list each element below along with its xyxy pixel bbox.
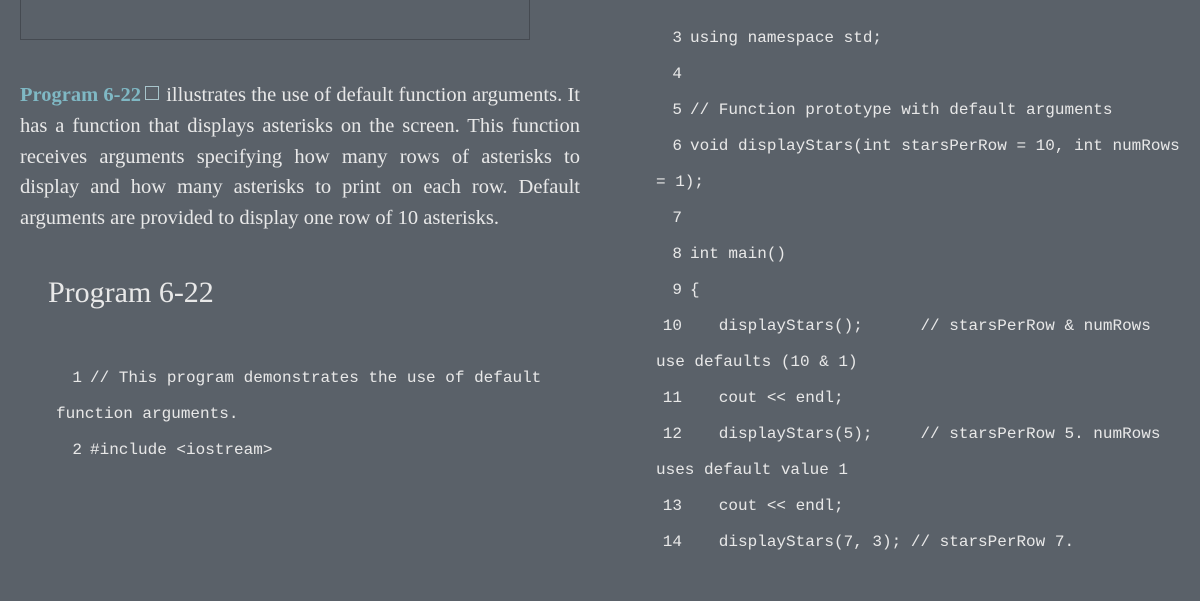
code-line: 3 using namespace std; bbox=[656, 20, 1180, 56]
line-number: 3 bbox=[656, 20, 682, 56]
code-text: displayStars(); // starsPerRow & numRows… bbox=[656, 317, 1160, 371]
line-number: 11 bbox=[656, 380, 682, 416]
code-line: 13 cout << endl; bbox=[656, 488, 1180, 524]
chapter-link-icon[interactable] bbox=[145, 86, 159, 100]
code-block-left: 1// This program demonstrates the use of… bbox=[20, 360, 580, 468]
line-number: 12 bbox=[656, 416, 682, 452]
code-text: cout << endl; bbox=[690, 497, 844, 515]
code-line: 12 displayStars(5); // starsPerRow 5. nu… bbox=[656, 416, 1180, 488]
line-number: 10 bbox=[656, 308, 682, 344]
code-text: // Function prototype with default argum… bbox=[690, 101, 1112, 119]
code-text: void displayStars(int starsPerRow = 10, … bbox=[656, 137, 1189, 191]
code-text: displayStars(5); // starsPerRow 5. numRo… bbox=[656, 425, 1170, 479]
code-line: 9{ bbox=[656, 272, 1180, 308]
code-line: 5 // Function prototype with default argu… bbox=[656, 92, 1180, 128]
code-line: 1// This program demonstrates the use of… bbox=[56, 360, 580, 432]
line-number: 6 bbox=[656, 128, 682, 164]
code-block-right: 3 using namespace std; 45 // Function proto… bbox=[620, 20, 1180, 560]
code-text: // This program demonstrates the use of … bbox=[56, 369, 551, 423]
line-number: 9 bbox=[656, 272, 682, 308]
line-number: 13 bbox=[656, 488, 682, 524]
search-input[interactable] bbox=[20, 0, 530, 40]
code-line: 14 displayStars(7, 3); // starsPerRow 7. bbox=[656, 524, 1180, 560]
program-ref-link[interactable]: Program 6-22 bbox=[20, 84, 141, 106]
code-text: cout << endl; bbox=[690, 389, 844, 407]
intro-paragraph: Program 6-22 illustrates the use of defa… bbox=[20, 80, 580, 234]
code-text: int main() bbox=[690, 245, 786, 263]
code-line: 10 displayStars(); // starsPerRow & numR… bbox=[656, 308, 1180, 380]
code-line: 7 bbox=[656, 200, 1180, 236]
left-column: Program 6-22 illustrates the use of defa… bbox=[0, 0, 600, 601]
line-number: 14 bbox=[656, 524, 682, 560]
right-column: 3 using namespace std; 45 // Function proto… bbox=[600, 0, 1200, 601]
code-text: #include <iostream> bbox=[90, 441, 272, 459]
line-number: 1 bbox=[56, 360, 82, 396]
code-line: 8 int main() bbox=[656, 236, 1180, 272]
line-number: 2 bbox=[56, 432, 82, 468]
line-number: 4 bbox=[656, 56, 682, 92]
code-text: displayStars(7, 3); // starsPerRow 7. bbox=[690, 533, 1074, 551]
code-line: 4 bbox=[656, 56, 1180, 92]
code-line: 2 #include <iostream> bbox=[56, 432, 580, 468]
code-line: 6void displayStars(int starsPerRow = 10,… bbox=[656, 128, 1180, 200]
line-number: 8 bbox=[656, 236, 682, 272]
line-number: 5 bbox=[656, 92, 682, 128]
code-text: using namespace std; bbox=[690, 29, 882, 47]
code-text: { bbox=[690, 281, 700, 299]
code-line: 11 cout << endl; bbox=[656, 380, 1180, 416]
line-number: 7 bbox=[656, 200, 682, 236]
program-heading: Program 6-22 bbox=[20, 274, 580, 312]
